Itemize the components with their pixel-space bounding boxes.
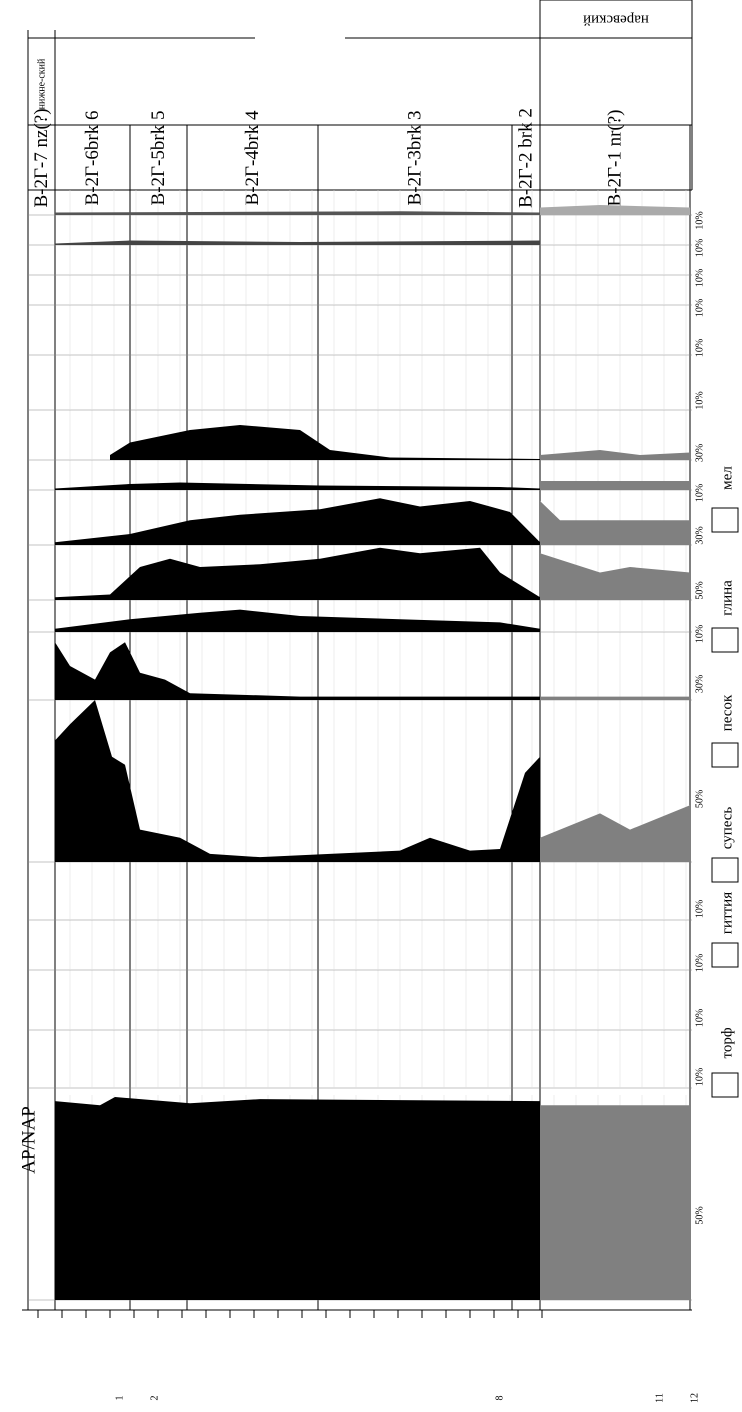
curve-area (55, 547, 540, 600)
legend-label: мел (719, 466, 735, 490)
sample-number: 1 (114, 1396, 125, 1401)
curve-area (540, 450, 690, 460)
legend-label: гиттия (719, 892, 735, 934)
scale-label: 10% (694, 1068, 705, 1086)
zone-label: B-2Г-3brk 3 (404, 111, 425, 206)
scale-label: 50% (694, 1206, 705, 1224)
zone-label: B-2Г-7 nz(?) (31, 108, 52, 207)
zone-label: B-2Г-5brk 5 (148, 111, 169, 206)
formation-name: наревский (583, 12, 649, 28)
scale-label: 10% (694, 391, 705, 409)
curve-area (55, 211, 540, 215)
column-title: AP/NAP (18, 1106, 39, 1174)
zone-label: B-2Г-2 brk 2 (515, 108, 536, 208)
legend-swatch (711, 627, 739, 653)
curve-area (55, 240, 540, 245)
sample-number: 12 (689, 1393, 700, 1403)
scale-label: 10% (694, 625, 705, 643)
legend-swatch (711, 507, 739, 533)
curve-area (540, 805, 690, 862)
curve-area (55, 609, 540, 632)
legend-swatch (711, 742, 739, 768)
legend-label: супесь (719, 807, 735, 850)
curve-area (540, 481, 690, 490)
scale-label: 50% (694, 790, 705, 808)
scale-label: 30% (694, 526, 705, 544)
scale-label: 10% (694, 269, 705, 287)
scale-label: 10% (694, 211, 705, 229)
curve-area (110, 425, 540, 460)
legend-swatch (711, 942, 739, 968)
zone-label: B-2Г-4brk 4 (242, 110, 263, 205)
legend-label: глина (719, 580, 735, 616)
formation-name: нижне-ский (36, 58, 47, 109)
legend-label: торф (719, 1027, 735, 1058)
curve-area (55, 642, 540, 700)
curve-area (540, 205, 690, 215)
legend-swatch (711, 857, 739, 883)
curve-area (55, 1097, 540, 1300)
scale-label: 30% (694, 675, 705, 693)
curve-area (55, 700, 540, 862)
scale-label: 10% (694, 239, 705, 257)
curve-area (540, 1105, 690, 1300)
sample-number: 2 (149, 1396, 160, 1401)
scale-label: 10% (694, 339, 705, 357)
scale-label: 10% (694, 954, 705, 972)
scale-label: 10% (694, 299, 705, 317)
scale-label: 30% (694, 444, 705, 462)
zone-label: B-2Г-1 nr(?) (604, 110, 625, 207)
curve-area (55, 498, 540, 545)
curve-area (540, 553, 690, 600)
scale-label: 10% (694, 484, 705, 502)
legend-label: песок (719, 694, 735, 731)
scale-label: 10% (694, 900, 705, 918)
legend-swatch (711, 1072, 739, 1098)
curve-area (55, 482, 540, 490)
paper-gap (255, 0, 345, 60)
curve-area (540, 696, 690, 700)
scale-label: 50% (694, 581, 705, 599)
zone-label: B-2Г-6brk 6 (82, 111, 103, 206)
curve-area (540, 501, 690, 545)
curves (28, 190, 692, 1301)
sample-number: 8 (494, 1396, 505, 1401)
scale-label: 10% (694, 1009, 705, 1027)
sample-number: 11 (654, 1393, 665, 1403)
